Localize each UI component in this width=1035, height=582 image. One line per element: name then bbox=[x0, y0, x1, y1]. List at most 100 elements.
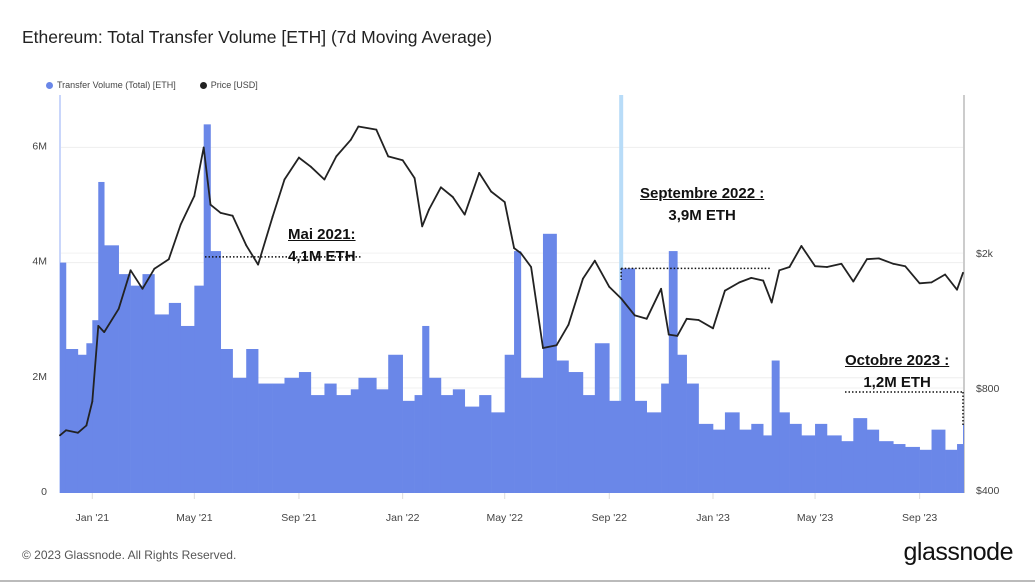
price-point bbox=[463, 213, 466, 216]
price-point bbox=[660, 287, 663, 290]
x-tick-label: May '21 bbox=[176, 512, 213, 524]
price-point bbox=[582, 277, 584, 280]
volume-bar bbox=[815, 423, 828, 493]
volume-bar bbox=[376, 389, 389, 493]
price-point bbox=[428, 208, 430, 211]
volume-bar bbox=[668, 251, 678, 493]
volume-bar bbox=[779, 412, 790, 493]
annotation-may-2021: Mai 2021: 4,1M ETH bbox=[288, 226, 356, 265]
price-point bbox=[375, 128, 378, 131]
annotation-value: 1,2M ETH bbox=[863, 374, 931, 391]
price-point bbox=[814, 265, 816, 268]
volume-bar bbox=[258, 383, 273, 493]
volume-bar bbox=[98, 181, 105, 493]
volume-bar bbox=[621, 268, 636, 493]
volume-bar bbox=[298, 372, 312, 493]
price-point bbox=[778, 269, 781, 272]
price-point bbox=[724, 289, 726, 292]
legend-item-volume[interactable]: Transfer Volume (Total) [ETH] bbox=[46, 80, 176, 90]
annotation-title: Septembre 2022 : bbox=[640, 185, 765, 202]
y-right-tick-label: $800 bbox=[976, 383, 1000, 395]
volume-bar bbox=[336, 395, 352, 493]
volume-bar bbox=[531, 377, 544, 493]
price-point bbox=[413, 177, 416, 180]
volume-bar bbox=[826, 435, 842, 493]
price-point bbox=[738, 281, 741, 284]
annotation-lines bbox=[205, 256, 964, 425]
volume-bar bbox=[194, 285, 204, 493]
volume-bar bbox=[713, 429, 726, 493]
volume-bar bbox=[905, 446, 920, 493]
price-point bbox=[202, 146, 205, 149]
annotation-title: Mai 2021: bbox=[288, 226, 356, 243]
volume-bar bbox=[154, 314, 170, 493]
volume-bar bbox=[698, 423, 714, 493]
price-point bbox=[257, 263, 260, 266]
price-point bbox=[877, 257, 880, 260]
volume-bar bbox=[556, 360, 569, 493]
volume-bar bbox=[272, 383, 285, 493]
y-left-tick-label: 0 bbox=[41, 486, 47, 498]
y-left-tick-label: 4M bbox=[32, 256, 47, 268]
volume-bar bbox=[634, 400, 647, 493]
price-point bbox=[283, 178, 286, 181]
price-point bbox=[59, 434, 61, 437]
price-point bbox=[685, 317, 688, 320]
chart-title: Ethereum: Total Transfer Volume [ETH] (7… bbox=[22, 27, 493, 47]
x-tick-label: Jan '22 bbox=[386, 512, 420, 524]
volume-bar bbox=[168, 302, 182, 493]
volume-bar bbox=[358, 377, 377, 493]
volume-bar bbox=[77, 354, 87, 493]
price-point bbox=[930, 281, 933, 284]
price-point bbox=[349, 138, 352, 141]
volume-bar bbox=[771, 360, 780, 493]
price-point bbox=[271, 215, 274, 218]
x-tick-label: May '23 bbox=[797, 512, 834, 524]
price-point bbox=[762, 279, 765, 282]
price-point bbox=[357, 125, 360, 128]
price-point bbox=[608, 286, 611, 288]
price-point bbox=[667, 333, 670, 336]
volume-bar bbox=[232, 377, 247, 493]
price-point bbox=[956, 288, 958, 291]
x-tick-label: Sep '21 bbox=[281, 512, 316, 524]
volume-bar bbox=[65, 349, 79, 493]
legend-item-price[interactable]: Price [USD] bbox=[199, 80, 258, 90]
price-point bbox=[770, 301, 773, 304]
price-point bbox=[231, 214, 234, 217]
volume-bars bbox=[60, 124, 964, 494]
volume-bar bbox=[724, 412, 740, 493]
volume-bar bbox=[763, 435, 772, 493]
volume-bar bbox=[284, 377, 300, 493]
price-point bbox=[209, 203, 212, 206]
price-point bbox=[712, 327, 714, 330]
price-point bbox=[85, 424, 88, 427]
price-point bbox=[65, 429, 67, 432]
volume-bar bbox=[86, 343, 93, 493]
volume-bar bbox=[686, 383, 699, 493]
volume-bar bbox=[919, 449, 932, 493]
price-point bbox=[645, 317, 648, 320]
volume-bar bbox=[464, 406, 480, 493]
volume-bar bbox=[789, 423, 802, 493]
volume-bar bbox=[429, 377, 442, 493]
price-point bbox=[788, 266, 791, 268]
price-point bbox=[245, 244, 248, 247]
price-point bbox=[918, 282, 921, 285]
volume-bar bbox=[246, 349, 259, 493]
volume-bar bbox=[479, 395, 492, 493]
volume-bar bbox=[866, 429, 880, 493]
volume-bar bbox=[203, 124, 211, 494]
annotation-sep-2022: Septembre 2022 : 3,9M ETH bbox=[640, 185, 764, 224]
volume-bar bbox=[491, 412, 505, 493]
x-tick-label: Sep '23 bbox=[902, 512, 937, 524]
legend-dot-icon bbox=[46, 81, 53, 89]
y-left-tick-label: 6M bbox=[32, 140, 47, 152]
price-point bbox=[309, 165, 312, 168]
price-point bbox=[892, 262, 895, 265]
legend-label: Transfer Volume (Total) [ETH] bbox=[57, 80, 176, 90]
volume-bar bbox=[60, 262, 67, 493]
volume-bar bbox=[514, 251, 522, 493]
volume-bar bbox=[402, 400, 415, 493]
